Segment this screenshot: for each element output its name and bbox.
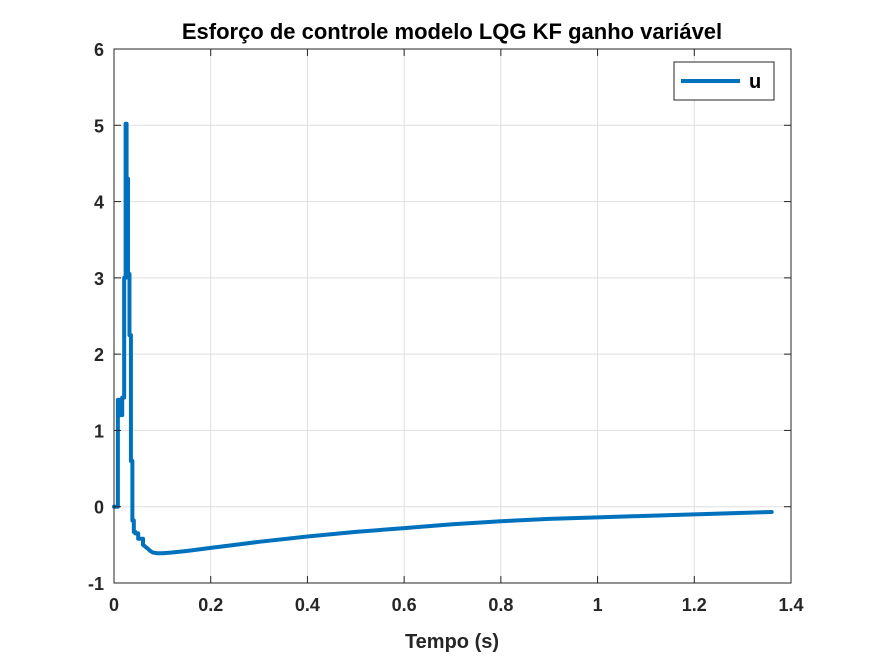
y-tick-label: 6	[94, 40, 104, 60]
y-tick-label: -1	[88, 574, 104, 594]
y-tick-label: 0	[94, 498, 104, 518]
x-tick-label: 0.6	[392, 595, 417, 615]
x-axis-label: Tempo (s)	[405, 631, 499, 653]
x-tick-label: 1	[593, 595, 603, 615]
chart-title: Esforço de controle modelo LQG KF ganho …	[182, 19, 722, 44]
x-tick-label: 0.2	[198, 595, 223, 615]
x-tick-label: 1.4	[778, 595, 803, 615]
series-layer	[112, 121, 774, 556]
x-tick-label: 1.2	[682, 595, 707, 615]
grid	[113, 48, 792, 584]
y-tick-label: 4	[94, 193, 104, 213]
y-tick-label: 5	[94, 116, 104, 136]
plot-background	[114, 49, 791, 583]
legend: u	[673, 61, 775, 101]
series-line-u	[112, 121, 774, 556]
plot-border	[113, 48, 792, 584]
y-tick-label: 3	[94, 269, 104, 289]
x-tick-label: 0.8	[488, 595, 513, 615]
x-tick-label: 0.4	[295, 595, 320, 615]
legend-label-u: u	[749, 71, 761, 93]
y-tick-label: 2	[94, 345, 104, 365]
y-tick-label: 1	[94, 421, 104, 441]
x-tick-label: 0	[109, 595, 119, 615]
